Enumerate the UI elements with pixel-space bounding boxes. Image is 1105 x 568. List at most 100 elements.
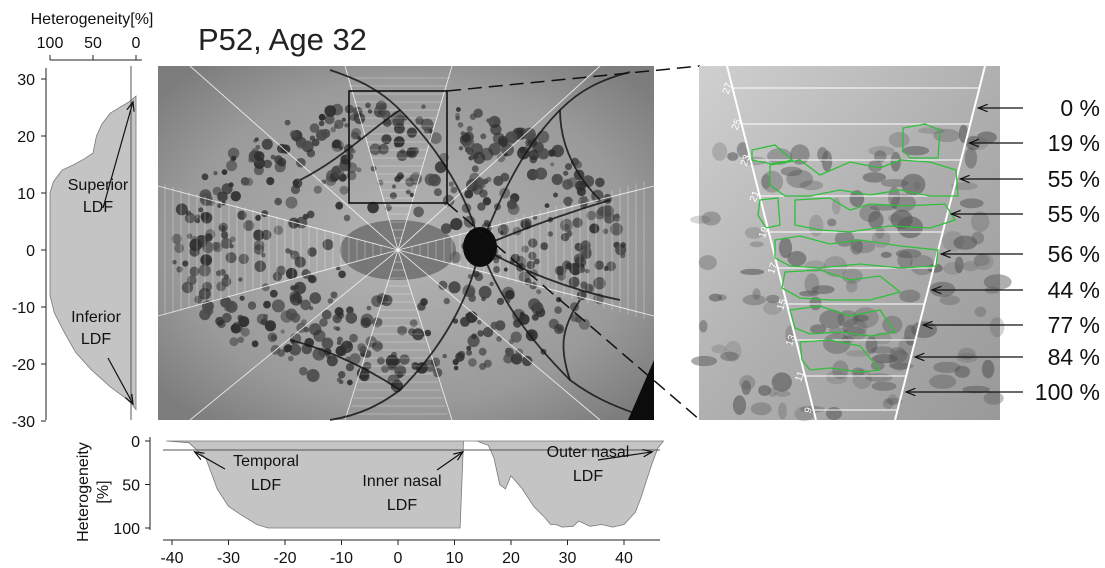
lesion-spot — [570, 314, 579, 322]
left-profile-annotations: Superior LDF Inferior LDF — [68, 100, 135, 406]
zoom-lesion — [989, 317, 1005, 338]
zoom-lesion — [752, 288, 761, 300]
zoom-lesion — [744, 227, 764, 239]
zoom-lesion — [771, 372, 792, 392]
percentage-label: 100 % — [1035, 379, 1100, 405]
lesion-spot — [344, 123, 349, 128]
lesion-spot — [318, 120, 325, 127]
bottom-profile-annotations: Temporal LDF Inner nasal LDF Outer nasal LDF — [193, 444, 654, 514]
lesion-spot — [593, 277, 606, 290]
lesion-contour — [902, 123, 941, 159]
vessel-path — [479, 246, 641, 416]
lesion-spot — [458, 146, 464, 151]
lesion-spot — [580, 240, 591, 251]
lesion-spot — [420, 118, 434, 132]
lesion-spot — [430, 173, 440, 184]
bottom-profile-ylabel-line1: Heterogeneity — [75, 442, 92, 542]
lesion-spot — [554, 323, 565, 335]
zoom-lesion — [809, 214, 824, 237]
left-profile-chart: Heterogeneity[%] 100 50 0 3020100-10-20-30… — [12, 11, 153, 431]
zoom-lesion — [766, 294, 780, 304]
left-y-tick-label: -20 — [12, 357, 35, 374]
lesion-spot — [494, 119, 500, 125]
lesion-spot — [288, 355, 294, 362]
lesion-spot — [288, 217, 300, 229]
zoom-grid-label: 21 — [748, 189, 762, 204]
zoom-lesion — [774, 390, 791, 397]
zoom-lesion — [888, 132, 910, 148]
lesion-spot — [231, 155, 237, 161]
lesion-spot — [537, 148, 550, 160]
lesion-spot — [523, 127, 536, 141]
lesion-contour — [794, 197, 956, 233]
percentage-arrow-head — [939, 249, 951, 259]
zoom-lesion — [712, 142, 728, 161]
lesion-spot — [429, 132, 442, 145]
lesion-spot — [584, 283, 594, 293]
lesion-spot — [532, 301, 543, 312]
lesion-spot — [554, 306, 562, 314]
zoom-lesion — [819, 309, 845, 329]
lesion-contour — [751, 144, 794, 165]
zoom-lesion — [933, 361, 961, 373]
lesion-spot — [522, 355, 533, 367]
zoom-grid-labels: 27 25 23 21 19 17 15 13 11 9 — [721, 81, 815, 415]
lesion-spot — [221, 169, 228, 176]
percentage-arrow-head — [921, 320, 933, 330]
lesion-spot — [536, 130, 550, 144]
lesion-spot — [324, 114, 335, 125]
lesion-spot — [536, 289, 542, 295]
zoom-lesion — [842, 318, 867, 337]
lesion-spot — [189, 266, 200, 277]
zoom-lesion — [691, 355, 718, 367]
zoom-grid-label: 17 — [766, 261, 780, 276]
zoom-lesion — [778, 402, 787, 420]
lesion-spot — [421, 104, 426, 109]
zoom-lesion — [890, 209, 913, 229]
lesion-contour — [757, 197, 781, 229]
zoom-lesion — [837, 310, 859, 328]
zoom-lesion — [933, 128, 961, 143]
lesion-spot — [349, 333, 358, 343]
lesion-spot — [448, 281, 461, 294]
lesion-spot — [477, 330, 484, 337]
bottom-annotation-arrow-head — [642, 448, 654, 458]
lesion-spot — [367, 201, 379, 214]
lesion-spot — [201, 173, 209, 181]
bottom-annotation-label: LDF — [573, 468, 603, 485]
lesion-spot — [423, 127, 431, 134]
left-profile-xlabel: Heterogeneity[%] — [31, 11, 154, 28]
lesion-spot — [200, 254, 213, 266]
percentage-label: 55 % — [1048, 166, 1100, 192]
lesion-spot — [497, 154, 506, 163]
lesion-spot — [229, 236, 236, 243]
zoom-lesion — [958, 347, 976, 360]
zoom-lesion — [872, 354, 898, 364]
lesion-spot — [442, 353, 447, 359]
lesion-spot — [289, 130, 297, 138]
lesion-spot — [213, 171, 218, 176]
lesion-spot — [253, 165, 264, 176]
lesion-spot — [274, 197, 283, 206]
lesion-spot — [493, 266, 501, 273]
zoom-box — [348, 90, 448, 204]
zoom-contours — [751, 123, 959, 373]
lesion-spot — [550, 162, 555, 167]
bottom-annotation-label: Inner nasal — [362, 473, 441, 490]
bottom-x-tick-label: -10 — [330, 550, 353, 567]
lesion-spot — [518, 130, 523, 136]
lesion-spot — [261, 253, 266, 258]
lesion-spot — [204, 306, 214, 316]
zoom-lesion — [794, 406, 815, 422]
lesion-spot — [533, 258, 540, 265]
bottom-profile-x-ticks: -40 -30 -20 -10 0 10 20 30 40 — [160, 540, 633, 567]
lesion-spot — [194, 218, 200, 224]
lesion-spot — [225, 252, 237, 264]
lesion-spot — [322, 239, 334, 251]
zoom-lesion — [720, 351, 739, 361]
lesion-spot — [184, 212, 196, 224]
grid-sector-line — [397, 249, 601, 421]
zoom-lesion — [929, 374, 957, 389]
zoom-sector-right-edge — [894, 65, 986, 421]
